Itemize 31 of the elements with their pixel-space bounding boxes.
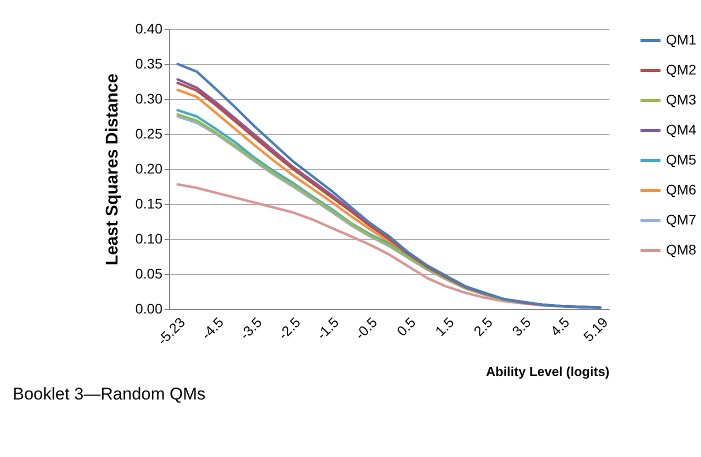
legend-label: QM5: [666, 152, 697, 168]
y-tick-label: 0.40: [135, 20, 163, 36]
legend-label: QM7: [666, 212, 697, 228]
x-tick-label: 5.19: [580, 314, 611, 345]
x-tick-label: 1.5: [432, 314, 458, 340]
x-tick-label: 2.5: [470, 314, 496, 340]
y-tick-label: 0.15: [135, 196, 163, 212]
y-tick-label: 0.20: [135, 160, 163, 176]
y-tick-label: 0.10: [135, 230, 163, 246]
legend-label: QM2: [666, 62, 697, 78]
x-tick-label: 4.5: [547, 314, 572, 340]
text: Booklet 3—Random QMs: [12, 384, 206, 404]
x-tick-label: -0.5: [352, 314, 380, 342]
x-tick-label: -3.5: [236, 314, 266, 342]
y-tick-label: 0.00: [135, 300, 163, 316]
x-tick-label: -1.5: [313, 314, 342, 342]
y-tick-label: 0.30: [135, 90, 163, 106]
x-tick-label: 0.5: [394, 314, 419, 340]
legend-label: QM8: [666, 242, 697, 258]
y-tick-label: 0.25: [135, 126, 163, 142]
legend-label: QM4: [666, 122, 697, 138]
x-tick-label: -4.5: [198, 314, 227, 342]
x-tick-label: -2.5: [274, 314, 304, 342]
y-axis-title: Least Squares Distance: [102, 74, 122, 266]
x-tick-label: 3.5: [508, 314, 534, 340]
legend-label: QM1: [666, 32, 697, 48]
legend-label: QM3: [666, 92, 697, 108]
x-axis-title: Ability Level (logits): [486, 364, 610, 379]
y-tick-label: 0.05: [135, 266, 163, 282]
legend-label: QM6: [666, 182, 697, 198]
y-tick-label: 0.35: [135, 56, 163, 72]
